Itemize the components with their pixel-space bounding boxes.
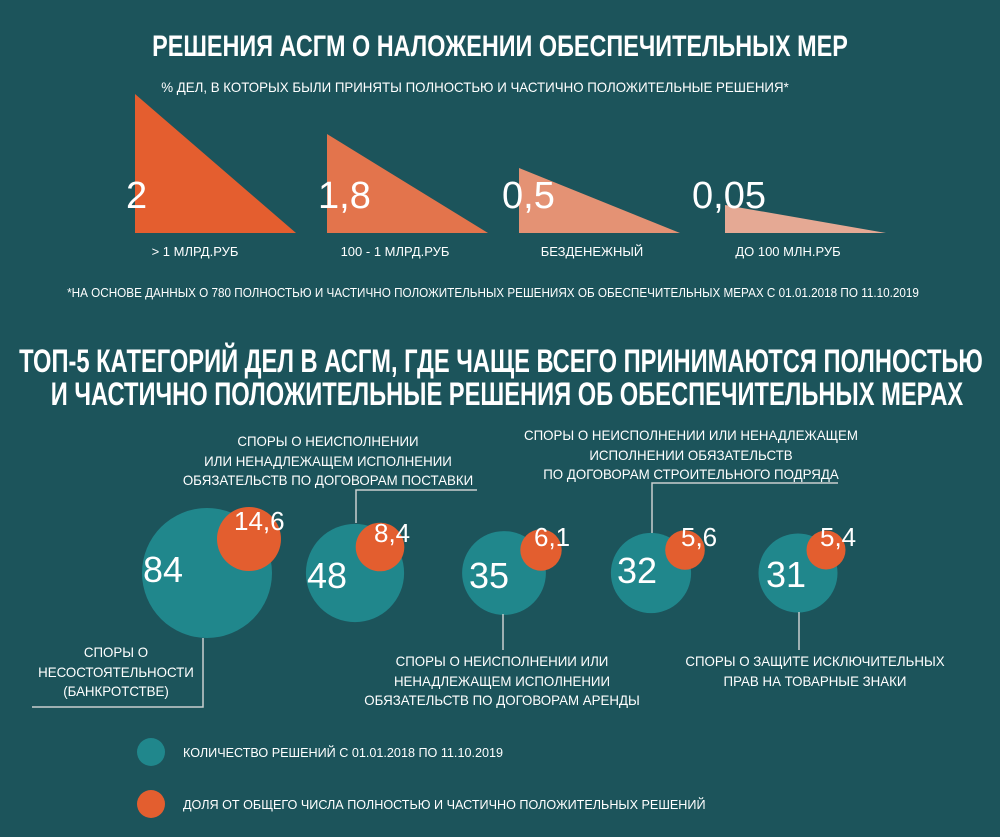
category-label-trademark: СПОРЫ О ЗАЩИТЕ ИСКЛЮЧИТЕЛЬНЫХ ПРАВ НА ТО… [685,653,945,689]
tri-category-label: 100 - 1 МЛРД.РУБ [340,244,450,259]
share-value-label: 6,1 [534,522,571,552]
bubble-value-label: 32 [617,550,658,591]
bubble-value-label: 48 [307,555,348,596]
share-value-label: 8,4 [374,518,411,548]
tri-value-label: 0,05 [692,175,766,217]
share-value-label: 5,6 [681,522,718,552]
share-bubble [217,507,281,571]
section-title-line-1: ТОП-5 КАТЕГОРИЙ ДЕЛ В АСГМ, ГДЕ ЧАЩЕ ВСЕ… [19,343,983,379]
leader-line-supply [355,489,477,523]
legend-item-share: ДОЛЯ ОТ ОБЩЕГО ЧИСЛА ПОЛНОСТЬЮ И ЧАСТИЧН… [183,797,706,812]
share-bubble [355,522,405,572]
tri-value-label: 1,8 [318,175,371,217]
chart-subtitle: % ДЕЛ, В КОТОРЫХ БЫЛИ ПРИНЯТЫ ПОЛНОСТЬЮ … [161,79,789,95]
bubble-chart [142,507,846,638]
tri-category-label: > 1 МЛРД.РУБ [151,244,239,259]
category-label-lease: СПОРЫ О НЕИСПОЛНЕНИИ ИЛИ НЕНАДЛЕЖАЩЕМ ИС… [364,653,640,708]
section-title-line-2: И ЧАСТИЧНО ПОЛОЖИТЕЛЬНЫЕ РЕШЕНИЯ ОБ ОБЕС… [50,376,964,412]
share-bubble [665,530,705,570]
leader-lines [32,482,838,708]
leader-line-bankruptcy [32,638,204,708]
category-label-supply: СПОРЫ О НЕИСПОЛНЕНИИ ИЛИ НЕНАДЛЕЖАЩЕМ ИС… [182,433,474,488]
tri-value-label: 0,5 [502,175,555,217]
share-value-label: 5,4 [820,522,857,552]
legend-item-count: КОЛИЧЕСТВО РЕШЕНИЙ С 01.01.2018 ПО 11.10… [183,745,504,760]
category-label-construction: СПОРЫ О НЕИСПОЛНЕНИИ ИЛИ НЕНАДЛЕЖАЩЕМ ИС… [523,427,859,482]
share-bubble [806,530,846,570]
category-label-bankruptcy: СПОРЫ О НЕСОСТОЯТЕЛЬНОСТИ (БАНКРОТСТВЕ) [38,644,194,699]
bubble-value-label: 84 [143,549,184,590]
triangle-bar [135,94,296,233]
leader-line-construction [651,482,838,533]
share-bubble [520,529,562,571]
bubble-value-label: 35 [469,555,510,596]
legend-dot-orange [137,790,165,818]
tri-category-label: ДО 100 МЛН.РУБ [735,244,841,259]
triangle-bars [135,94,886,233]
legend-dot-teal [137,738,165,766]
tri-value-label: 2 [126,175,148,217]
bubble-value-label: 31 [766,554,807,595]
footnote: *НА ОСНОВЕ ДАННЫХ О 780 ПОЛНОСТЬЮ И ЧАСТ… [67,285,919,300]
tri-category-label: БЕЗДЕНЕЖНЫЙ [540,244,644,259]
triangle-bar [327,134,488,233]
chart-title: РЕШЕНИЯ АСГМ О НАЛОЖЕНИИ ОБЕСПЕЧИТЕЛЬНЫХ… [152,30,848,63]
triangle-bar [519,168,680,233]
triangle-bar [725,205,886,233]
share-value-label: 14,6 [234,506,285,536]
